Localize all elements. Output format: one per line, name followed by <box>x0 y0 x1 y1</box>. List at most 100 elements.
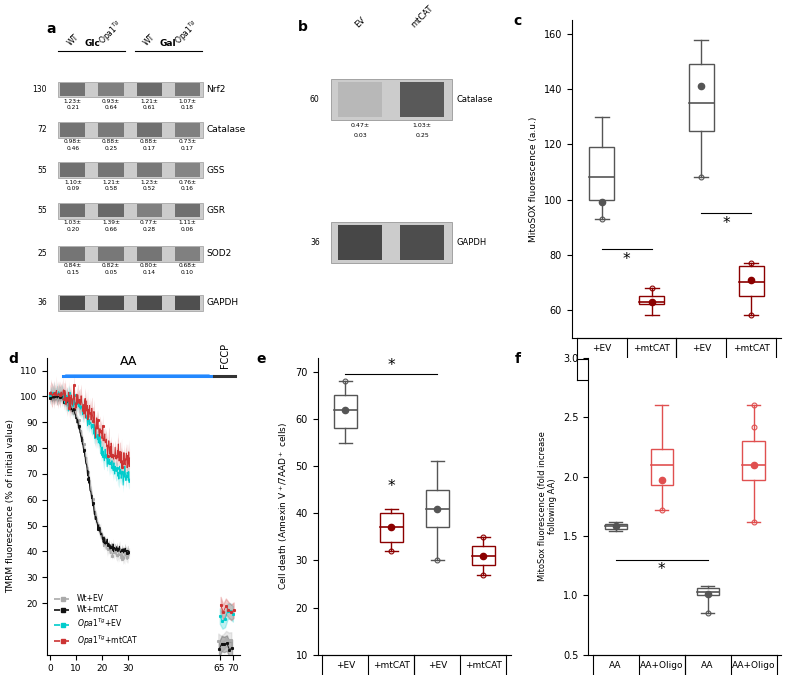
Text: 130: 130 <box>32 85 47 94</box>
Bar <box>331 221 451 263</box>
Text: Glc: Glc <box>84 38 100 48</box>
Bar <box>651 450 672 485</box>
Bar <box>136 296 162 310</box>
Bar <box>174 204 200 217</box>
Text: WT: WT <box>65 32 80 48</box>
Text: +mtCAT: +mtCAT <box>733 344 769 352</box>
Text: WT: WT <box>142 32 156 48</box>
Text: 0.25: 0.25 <box>415 133 429 138</box>
Bar <box>739 266 764 296</box>
Bar <box>334 396 357 429</box>
Text: 36: 36 <box>37 298 47 307</box>
Text: GAPDH: GAPDH <box>206 298 238 307</box>
Text: *: * <box>658 562 665 577</box>
Text: +EV: +EV <box>335 662 355 670</box>
Text: 0.93±: 0.93± <box>102 99 120 104</box>
Text: *: * <box>387 479 395 495</box>
Text: 0.09: 0.09 <box>66 186 80 191</box>
Y-axis label: Cell death (Annexin V$^+$/7AAD$^+$ cells): Cell death (Annexin V$^+$/7AAD$^+$ cells… <box>277 422 290 591</box>
Bar <box>338 82 382 117</box>
Bar <box>58 122 203 138</box>
Bar <box>60 247 85 261</box>
Text: 0.05: 0.05 <box>104 270 118 275</box>
Text: +mtCAT: +mtCAT <box>633 344 670 352</box>
Text: c: c <box>514 14 522 28</box>
Text: 1.03±: 1.03± <box>64 220 82 225</box>
Y-axis label: MitoSox fluorescence (fold increase
following AA): MitoSox fluorescence (fold increase foll… <box>538 431 557 581</box>
Bar <box>742 441 765 480</box>
Text: 0.17: 0.17 <box>181 146 193 151</box>
Text: 0.68±: 0.68± <box>178 263 196 268</box>
Bar <box>338 225 382 260</box>
Text: Gal: Gal <box>160 38 177 48</box>
Text: *: * <box>387 358 395 373</box>
Text: Opa1$^{Tg}$: Opa1$^{Tg}$ <box>709 362 745 377</box>
Text: 72: 72 <box>37 126 47 134</box>
Text: 0.73±: 0.73± <box>178 139 196 144</box>
Text: +EV: +EV <box>592 344 611 352</box>
Text: 1.23±: 1.23± <box>64 99 82 104</box>
Bar <box>58 295 203 311</box>
Bar <box>136 83 162 97</box>
Text: Nrf2: Nrf2 <box>206 85 226 94</box>
Bar <box>60 123 85 136</box>
Text: +mtCAT: +mtCAT <box>372 662 409 670</box>
Text: 60: 60 <box>310 95 320 104</box>
Text: 1.39±: 1.39± <box>102 220 120 225</box>
Bar <box>174 123 200 136</box>
Text: 0.18: 0.18 <box>181 105 193 111</box>
Bar <box>60 83 85 97</box>
Text: 0.84±: 0.84± <box>64 263 82 268</box>
Text: 55: 55 <box>37 206 47 215</box>
Text: 1.23±: 1.23± <box>140 180 158 184</box>
Text: 0.76±: 0.76± <box>178 180 196 184</box>
Text: 0.16: 0.16 <box>181 186 193 191</box>
Text: Catalase: Catalase <box>206 126 245 134</box>
Text: AA+Oligo: AA+Oligo <box>640 662 683 670</box>
Text: 0.88±: 0.88± <box>140 139 158 144</box>
Bar <box>639 296 664 304</box>
Text: 0.47±: 0.47± <box>350 124 369 128</box>
Bar <box>99 296 124 310</box>
Bar <box>380 513 402 541</box>
Bar <box>426 490 449 527</box>
Text: Catalase: Catalase <box>456 95 492 104</box>
Bar <box>58 82 203 97</box>
Text: 1.10±: 1.10± <box>64 180 82 184</box>
Text: 55: 55 <box>37 166 47 175</box>
Bar <box>604 524 626 529</box>
Text: SOD2: SOD2 <box>206 249 231 259</box>
Text: *: * <box>723 216 730 231</box>
Text: 0.52: 0.52 <box>143 186 155 191</box>
Text: GSS: GSS <box>206 166 225 175</box>
Bar <box>174 83 200 97</box>
Bar <box>697 588 719 595</box>
Text: WT: WT <box>619 364 634 375</box>
Text: AA: AA <box>701 662 714 670</box>
Text: 0.98±: 0.98± <box>64 139 82 144</box>
Text: 1.21±: 1.21± <box>140 99 158 104</box>
Text: +EV: +EV <box>692 344 711 352</box>
Bar <box>99 247 124 261</box>
Text: 0.66: 0.66 <box>105 227 118 232</box>
Text: 0.06: 0.06 <box>181 227 193 232</box>
Bar <box>60 163 85 177</box>
Text: 0.61: 0.61 <box>143 105 155 111</box>
Bar <box>99 123 124 136</box>
Bar <box>400 82 443 117</box>
Text: 0.46: 0.46 <box>66 146 80 151</box>
Text: 0.82±: 0.82± <box>102 263 120 268</box>
Bar <box>136 123 162 136</box>
Bar <box>60 296 85 310</box>
Text: 25: 25 <box>37 249 47 259</box>
Text: GSR: GSR <box>206 206 225 215</box>
Text: Opa1$^{Tg}$: Opa1$^{Tg}$ <box>172 17 203 48</box>
Text: 0.03: 0.03 <box>353 133 367 138</box>
Text: +EV: +EV <box>428 662 447 670</box>
Text: AA: AA <box>609 662 622 670</box>
Bar <box>58 162 203 178</box>
Bar <box>331 79 451 120</box>
Text: AA+Oligo: AA+Oligo <box>731 662 776 670</box>
Legend: Wt+EV, Wt+mtCAT, $Opa1^{Tg}$+EV, $Opa1^{Tg}$+mtCAT: Wt+EV, Wt+mtCAT, $Opa1^{Tg}$+EV, $Opa1^{… <box>51 591 141 651</box>
Text: 0.14: 0.14 <box>143 270 155 275</box>
